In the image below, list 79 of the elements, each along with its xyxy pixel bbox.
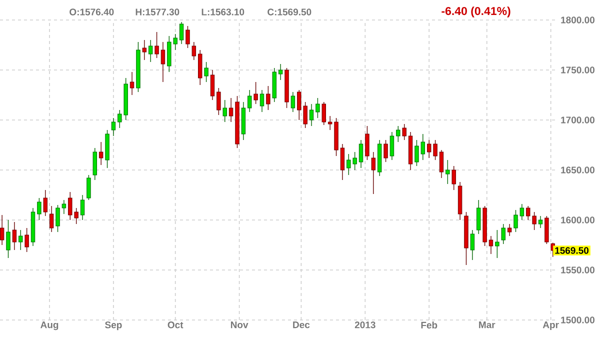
candlestick bbox=[0, 214, 4, 246]
annotation: 1569.50 bbox=[555, 247, 589, 254]
candlestick bbox=[62, 200, 66, 214]
candlestick bbox=[358, 140, 364, 168]
candlestick bbox=[322, 102, 326, 126]
candlestick bbox=[446, 160, 450, 184]
candlestick bbox=[495, 230, 500, 258]
candlestick bbox=[192, 42, 196, 60]
text: L:1563.10 bbox=[202, 8, 244, 16]
candlestick bbox=[186, 26, 190, 48]
y-tick-label: 1600.00 bbox=[561, 216, 594, 224]
text: C:1569.50 bbox=[268, 8, 312, 16]
candlestick bbox=[210, 70, 215, 100]
candlestick bbox=[507, 224, 512, 236]
candlestick bbox=[18, 230, 23, 250]
chart-subtitle: -6.40 (0.41%) bbox=[442, 6, 510, 18]
candlestick bbox=[476, 200, 481, 234]
candlestick bbox=[204, 62, 208, 82]
candlestick bbox=[402, 124, 406, 140]
candlestick bbox=[396, 126, 400, 142]
candlestick bbox=[49, 206, 54, 232]
x-tick-label: Sep bbox=[105, 322, 122, 330]
candlestick bbox=[290, 92, 296, 112]
candlestick bbox=[470, 230, 475, 260]
text: O:1576.40 bbox=[70, 8, 114, 16]
candlestick bbox=[266, 86, 270, 110]
y-tick-label: 1750.00 bbox=[561, 66, 594, 74]
candlestick bbox=[501, 224, 506, 244]
y-tick-label: 1800.00 bbox=[561, 16, 594, 24]
candlestick bbox=[538, 216, 543, 228]
candlestick bbox=[6, 220, 10, 258]
candlestick bbox=[228, 98, 234, 122]
candlestick bbox=[12, 222, 17, 250]
x-tick-label: Nov bbox=[230, 322, 248, 328]
candlestick bbox=[365, 126, 370, 160]
candlestick bbox=[488, 236, 494, 254]
candlestick bbox=[86, 174, 91, 200]
candlestick bbox=[56, 204, 60, 232]
candlestick bbox=[80, 194, 85, 220]
candlestick bbox=[154, 32, 159, 58]
x-tick-label: Feb bbox=[421, 322, 438, 329]
candlestick bbox=[111, 118, 116, 136]
candlestick bbox=[248, 90, 252, 112]
candlestick bbox=[452, 166, 456, 190]
candlestick bbox=[260, 90, 264, 112]
candlestick bbox=[340, 144, 345, 180]
x-tick-label: Oct bbox=[168, 322, 184, 328]
candlestick bbox=[439, 150, 444, 178]
x-tick-label: Aug bbox=[40, 322, 58, 330]
candlestick bbox=[98, 142, 104, 166]
candlestick bbox=[92, 148, 98, 180]
x-tick-label: Apr bbox=[542, 322, 559, 330]
candlestick bbox=[544, 216, 549, 244]
candlestick bbox=[37, 198, 42, 220]
candlestick bbox=[148, 40, 153, 62]
candlestick bbox=[309, 104, 314, 126]
y-tick-label: 1550.00 bbox=[561, 266, 594, 274]
candlestick bbox=[179, 22, 184, 44]
candlestick bbox=[160, 42, 166, 82]
x-tick-label: 2013 bbox=[354, 322, 376, 328]
y-tick-label: 1500.00 bbox=[561, 316, 594, 324]
text: H:1577.30 bbox=[136, 8, 180, 16]
y-tick-label: 1650.00 bbox=[561, 166, 594, 174]
candlestick bbox=[371, 152, 376, 194]
candlestick bbox=[43, 190, 48, 216]
candlestick bbox=[24, 228, 29, 252]
candlestick bbox=[198, 50, 202, 86]
candlestick bbox=[222, 100, 227, 122]
x-tick-label: Dec bbox=[293, 322, 310, 328]
candlestick bbox=[390, 132, 394, 160]
y-tick-label: 1700.00 bbox=[561, 116, 594, 124]
candlestick bbox=[316, 98, 320, 118]
candlestick bbox=[142, 40, 147, 60]
candlestick bbox=[254, 82, 258, 104]
candlestick bbox=[384, 140, 388, 162]
candlestick bbox=[216, 88, 221, 116]
x-tick-label: Mar bbox=[479, 322, 496, 328]
candlestick bbox=[278, 64, 283, 80]
candlestick bbox=[130, 72, 134, 96]
